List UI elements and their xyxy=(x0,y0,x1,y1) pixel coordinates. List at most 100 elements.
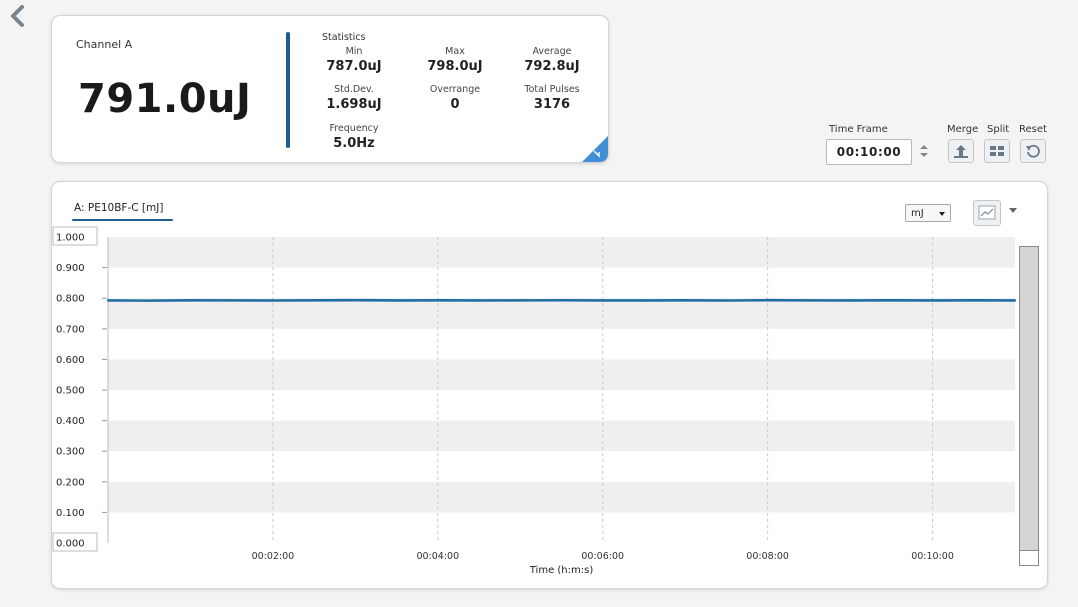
reset-button[interactable] xyxy=(1020,139,1046,163)
data-point xyxy=(972,299,975,302)
x-tick-label: 00:02:00 xyxy=(252,551,295,562)
data-point xyxy=(312,299,316,302)
stat-value: 1.698uJ xyxy=(326,97,382,112)
split-label: Split xyxy=(987,124,1010,135)
split-button[interactable] xyxy=(984,139,1010,163)
stat-overrange: Overrange 0 xyxy=(410,83,500,113)
stat-value: 0 xyxy=(450,97,460,112)
grid-band xyxy=(108,359,1015,390)
data-point xyxy=(766,299,769,302)
summary-divider xyxy=(286,32,290,148)
chart-title: A: PE10BF-C [mJ] xyxy=(74,202,164,214)
data-point xyxy=(725,299,728,302)
grid-band xyxy=(108,420,1015,452)
time-frame-input[interactable]: 00:10:00 xyxy=(826,139,912,165)
stat-label: Overrange xyxy=(429,84,481,95)
data-point xyxy=(106,299,110,302)
data-point xyxy=(642,299,646,302)
x-tick-label: 00:08:00 xyxy=(746,551,789,562)
data-point xyxy=(477,299,481,302)
up-down-arrows-icon xyxy=(920,145,928,157)
y-tick-label: 0.600 xyxy=(56,355,85,366)
stat-std-dev: Std.Dev. 1.698uJ xyxy=(309,83,399,113)
reset-label: Reset xyxy=(1019,124,1047,135)
y-end-label-box xyxy=(52,226,98,246)
time-frame-spinner[interactable] xyxy=(915,141,933,161)
collapse-arrow-icon xyxy=(582,136,608,162)
y-tick-label: 0.100 xyxy=(56,508,85,519)
y-tick-label: 0.800 xyxy=(56,294,85,305)
merge-icon xyxy=(954,145,968,158)
y-tick-label: 0.400 xyxy=(56,416,85,427)
y-tick-label: 1.000 xyxy=(56,233,85,244)
data-point xyxy=(890,299,893,302)
x-tick-label: 00:06:00 xyxy=(581,551,624,562)
stat-value: 798.0uJ xyxy=(427,59,483,74)
line-chart-icon xyxy=(978,205,996,220)
data-point xyxy=(683,299,687,302)
x-tick-label: 00:10:00 xyxy=(911,551,954,562)
y-tick-label: 0.300 xyxy=(56,447,85,458)
x-axis-title: Time (h:m:s) xyxy=(529,565,594,576)
back-button[interactable] xyxy=(4,2,30,32)
stat-min: Min 787.0uJ xyxy=(309,45,399,75)
y-tick-label: 0.700 xyxy=(56,324,85,335)
data-point xyxy=(601,299,604,302)
stat-frequency: Frequency 5.0Hz xyxy=(309,122,399,152)
stat-value: 5.0Hz xyxy=(333,136,375,151)
x-tick-label: 00:04:00 xyxy=(416,551,459,562)
y-end-label-box xyxy=(52,532,98,552)
stat-label: Average xyxy=(532,46,572,57)
stat-label: Max xyxy=(445,46,465,57)
chevron-left-icon xyxy=(11,5,24,27)
stat-max: Max 798.0uJ xyxy=(410,45,500,75)
data-point xyxy=(848,299,852,302)
current-reading: 791.0uJ xyxy=(78,76,252,122)
stat-label: Frequency xyxy=(329,123,379,134)
stat-average: Average 792.8uJ xyxy=(507,45,597,75)
merge-button[interactable] xyxy=(948,139,974,163)
chart-type-button[interactable] xyxy=(973,200,1001,226)
grid-band xyxy=(108,298,1015,329)
grid-band xyxy=(108,481,1015,513)
data-point xyxy=(1013,299,1017,302)
data-point xyxy=(519,299,522,302)
stat-label: Total Pulses xyxy=(524,84,580,95)
data-point xyxy=(271,299,275,302)
stat-label: Std.Dev. xyxy=(334,84,374,95)
y-tick-label: 0.000 xyxy=(56,539,85,550)
reset-icon xyxy=(1026,144,1040,158)
y-tick-label: 0.500 xyxy=(56,386,85,397)
data-point xyxy=(931,299,934,302)
y-tick-label: 0.200 xyxy=(56,477,85,488)
stat-value: 792.8uJ xyxy=(524,59,580,74)
channel-name: Channel A xyxy=(76,38,133,51)
chart-panel: A: PE10BF-C [mJ] mJ 00:02:00 00:04:00 00:0… xyxy=(51,181,1048,589)
data-point xyxy=(436,299,440,302)
data-point xyxy=(189,299,192,302)
data-point xyxy=(230,299,233,302)
data-point xyxy=(807,299,811,302)
scrollbar-thumb[interactable] xyxy=(1020,550,1038,565)
split-grid-icon xyxy=(990,146,1004,156)
data-point xyxy=(148,299,151,302)
merge-label: Merge xyxy=(947,124,979,135)
chevron-down-icon xyxy=(939,212,945,216)
unit-select[interactable]: mJ xyxy=(905,204,951,222)
grid-band xyxy=(108,237,1015,268)
stat-label: Min xyxy=(345,46,363,57)
stat-total-pulses: Total Pulses 3176 xyxy=(507,83,597,113)
statistics-title: Statistics xyxy=(322,32,366,43)
chart-type-dropdown-icon[interactable] xyxy=(1009,208,1017,213)
expand-card-button[interactable] xyxy=(574,136,608,162)
time-frame-label: Time Frame xyxy=(829,124,888,135)
chart-title-underline xyxy=(72,219,173,221)
chart-scrollbar[interactable] xyxy=(1019,246,1039,566)
measurement-summary-card: Channel A 791.0uJ Statistics Min 787.0uJ… xyxy=(51,15,609,163)
data-point xyxy=(560,299,563,302)
unit-select-value: mJ xyxy=(911,208,924,219)
stat-value: 3176 xyxy=(533,97,571,112)
data-point xyxy=(354,298,357,302)
energy-line-chart: 00:02:00 00:04:00 00:06:00 00:08:00 00:10:00… xyxy=(52,226,1017,576)
y-tick-label: 0.900 xyxy=(56,263,85,274)
